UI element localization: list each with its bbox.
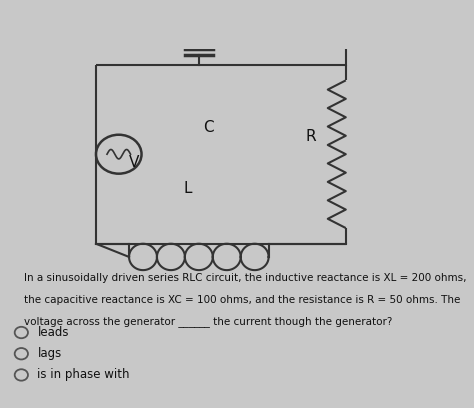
Text: In a sinusoidally driven series RLC circuit, the inductive reactance is XL = 200: In a sinusoidally driven series RLC circ… (24, 273, 466, 284)
Text: C: C (203, 120, 213, 135)
Text: voltage across the generator ______ the current though the generator?: voltage across the generator ______ the … (24, 316, 392, 327)
Text: V: V (129, 155, 140, 170)
Text: leads: leads (37, 326, 69, 339)
Text: lags: lags (37, 347, 62, 360)
Text: L: L (183, 181, 192, 196)
Text: R: R (306, 129, 316, 144)
Text: is in phase with: is in phase with (37, 368, 130, 381)
Text: the capacitive reactance is XC = 100 ohms, and the resistance is R = 50 ohms. Th: the capacitive reactance is XC = 100 ohm… (24, 295, 460, 305)
